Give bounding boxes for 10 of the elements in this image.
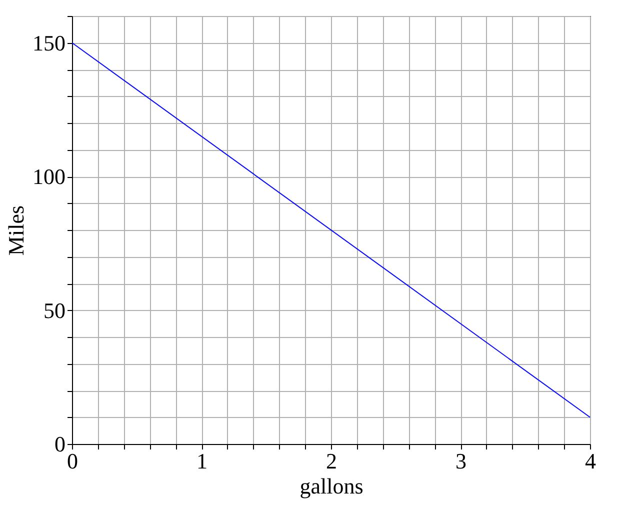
y-tick-label: 0 [54, 432, 66, 456]
x-tick-label: 1 [196, 448, 208, 474]
y-axis-title: Miles [4, 205, 28, 256]
y-tick-label: 50 [44, 298, 66, 323]
x-tick-label: 3 [456, 448, 466, 474]
x-tick-label: 4 [585, 448, 596, 474]
x-axis-title: gallons [300, 474, 364, 498]
y-tick-label: 100 [32, 164, 66, 189]
x-tick-label: 2 [326, 448, 337, 474]
y-tick-label: 150 [32, 30, 66, 56]
